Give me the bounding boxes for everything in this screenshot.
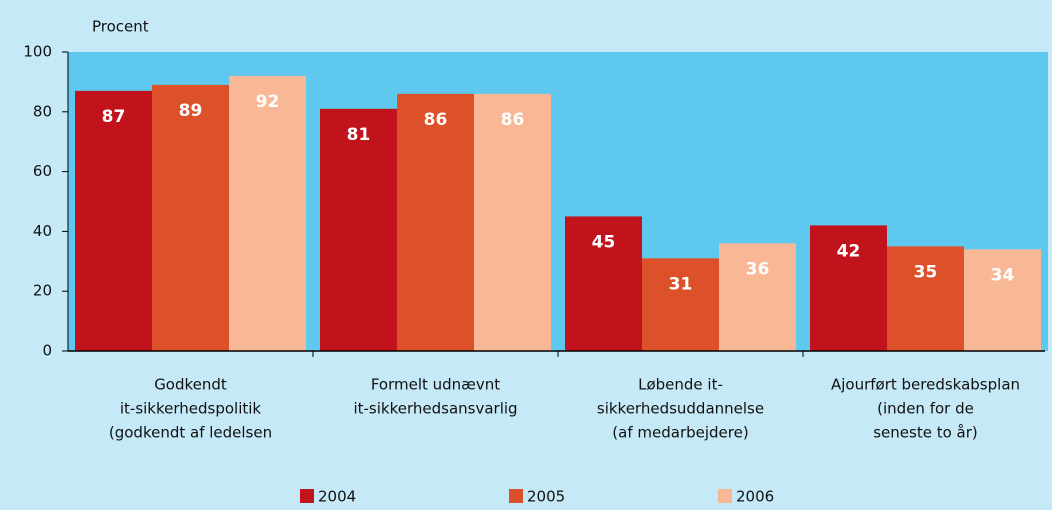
- data-label: 31: [669, 274, 693, 294]
- bar: [320, 108, 397, 351]
- data-label: 86: [424, 110, 448, 130]
- bar: [810, 225, 887, 351]
- bar: [474, 93, 551, 352]
- legend-label: 2005: [527, 488, 565, 506]
- data-label: 34: [991, 265, 1015, 285]
- legend-label: 2006: [736, 488, 774, 506]
- bar: [964, 249, 1041, 351]
- bar: [719, 243, 796, 351]
- y-tick-label: 20: [33, 282, 52, 300]
- x-tick-label: seneste to år): [873, 424, 978, 442]
- data-label: 89: [179, 101, 203, 121]
- data-label: 81: [347, 125, 371, 145]
- data-label: 35: [914, 262, 938, 282]
- bar: [642, 258, 719, 351]
- x-tick-label: Ajourført beredskabsplan: [831, 376, 1020, 394]
- bar: [229, 75, 306, 352]
- y-tick-label: 60: [33, 162, 52, 180]
- data-label: 42: [837, 241, 861, 261]
- x-tick-label: (godkendt af ledelsen: [109, 424, 272, 442]
- data-label: 92: [256, 92, 280, 112]
- y-tick-label: 100: [23, 43, 52, 61]
- bar: [397, 93, 474, 352]
- bar: [887, 246, 964, 351]
- legend-swatch: [300, 489, 314, 503]
- data-label: 87: [102, 107, 126, 127]
- data-label: 86: [501, 110, 525, 130]
- x-tick-label: Løbende it-: [638, 376, 723, 394]
- y-axis-label: Procent: [92, 18, 149, 36]
- bar: [152, 84, 229, 351]
- data-label: 45: [592, 232, 616, 252]
- y-tick-label: 40: [33, 222, 52, 240]
- y-tick-label: 0: [42, 342, 52, 360]
- data-label: 36: [746, 259, 770, 279]
- legend-swatch: [718, 489, 732, 503]
- x-tick-label: Godkendt: [154, 376, 227, 394]
- x-tick-label: it-sikkerhedspolitik: [120, 400, 262, 418]
- x-tick-label: Formelt udnævnt: [371, 376, 500, 394]
- x-tick-label: (af medarbejdere): [612, 424, 748, 442]
- y-tick-label: 80: [33, 102, 52, 120]
- x-tick-label: (inden for de: [877, 400, 974, 418]
- bar: [75, 90, 152, 352]
- bar: [565, 216, 642, 351]
- legend-swatch: [509, 489, 523, 503]
- legend-label: 2004: [318, 488, 356, 506]
- x-tick-label: it-sikkerhedsansvarlig: [353, 400, 517, 418]
- x-tick-label: sikkerhedsuddannelse: [597, 400, 764, 418]
